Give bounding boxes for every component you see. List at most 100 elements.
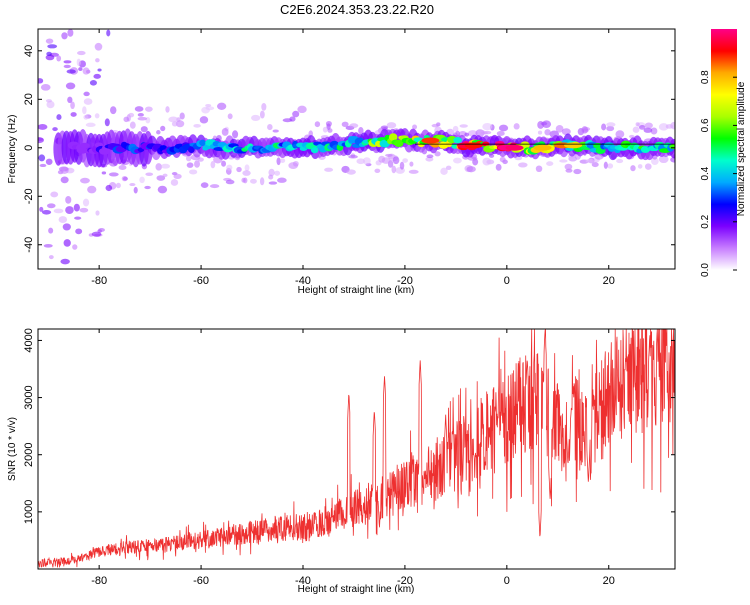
spectrogram-noise-cell — [91, 231, 102, 237]
spectrogram-noise-cell — [268, 174, 274, 180]
spectrogram-noise-cell — [157, 185, 168, 194]
spectrogram-noise-cell — [644, 122, 653, 129]
y-tick-label: -20 — [23, 188, 35, 204]
spectrogram-noise-cell — [643, 127, 653, 133]
spectrogram-noise-cell — [160, 125, 166, 132]
spectrogram-noise-cell — [63, 60, 72, 64]
spectrogram-noise-cell — [43, 243, 53, 248]
spectrogram-noise-cell — [637, 164, 643, 169]
spectrogram-noise-cell — [108, 172, 119, 177]
spectrogram-noise-cell — [106, 29, 111, 37]
spectrogram-noise-cell — [585, 158, 595, 164]
spectrogram-noise-cell — [165, 106, 170, 113]
spectrogram-noise-cell — [45, 54, 55, 61]
spectrogram-noise-cell — [537, 121, 544, 129]
snr-frame — [37, 328, 676, 570]
spectrogram-noise-cell — [194, 160, 201, 168]
spectrogram-noise-cell — [221, 160, 227, 167]
spectrogram-noise-cell — [644, 163, 652, 170]
spectrogram-noise-cell — [241, 177, 246, 183]
spectrogram-noise-cell — [374, 168, 381, 173]
spectrogram-noise-cell — [573, 168, 582, 175]
spectrogram-noise-cell — [77, 50, 86, 56]
y-tick-label: 2000 — [23, 442, 35, 466]
spectrogram-noise-cell — [85, 122, 96, 128]
spectrogram-noise-cell — [362, 157, 371, 165]
spectrogram-noise-cell — [630, 165, 636, 172]
spectrogram-noise-cell — [63, 239, 71, 247]
spectrogram-noise-cell — [348, 154, 358, 159]
spectrogram-noise-cell — [56, 114, 62, 121]
spectrogram-noise-cell — [89, 79, 97, 86]
spectrogram-noise-cell — [581, 126, 589, 134]
spectrogram-marks — [38, 29, 675, 265]
spectrogram-noise-cell — [139, 176, 145, 184]
spectrogram-noise-cell — [45, 38, 54, 44]
spectrogram-noise-cell — [78, 67, 83, 72]
spectrogram-noise-cell — [591, 162, 599, 168]
spectrogram-noise-cell — [110, 106, 117, 115]
spectrogram-noise-cell — [314, 121, 321, 128]
spectrogram-noise-cell — [82, 106, 87, 115]
spectrogram-noise-cell — [60, 176, 69, 184]
spectrogram-noise-cell — [280, 158, 286, 163]
spectrogram-panel: -80 -60 -40 -20 0 20 -40 -20 0 20 40 Height of str… — [7, 28, 676, 296]
spectrogram-noise-cell — [48, 227, 54, 234]
x-tick-label: 0 — [504, 575, 510, 587]
spectrogram-band-cell — [388, 133, 398, 141]
spectrogram-noise-cell — [56, 55, 62, 62]
spectrogram-noise-cell — [46, 203, 56, 209]
spectrogram-noise-cell — [440, 167, 448, 175]
spectrogram-peak-cell — [564, 142, 583, 149]
y-tick-label: 3000 — [23, 385, 35, 409]
spectrogram-noise-cell — [39, 163, 47, 168]
spectrogram-noise-cell — [498, 124, 509, 132]
x-tick-label: -80 — [91, 275, 107, 287]
spectrogram-noise-cell — [52, 127, 58, 132]
spectrogram-noise-cell — [41, 209, 52, 215]
colorbar-gradient — [711, 29, 737, 270]
spectrogram-noise-cell — [259, 177, 265, 186]
spectrogram-noise-cell — [193, 123, 201, 128]
x-tick-label: -40 — [295, 275, 311, 287]
spectrogram-noise-cell — [175, 120, 185, 128]
spectrogram-noise-cell — [65, 206, 74, 215]
spectrogram-noise-cell — [209, 184, 220, 189]
spectrogram-noise-cell — [650, 127, 658, 135]
spectrogram-noise-cell — [97, 68, 102, 72]
spectrogram-noise-cell — [408, 169, 419, 174]
spectrogram-noise-cell — [482, 157, 492, 166]
spectrogram-peak-cell — [464, 142, 483, 149]
spectrogram-noise-cell — [72, 244, 78, 250]
spectrogram-noise-cell — [129, 121, 136, 129]
spectrogram-noise-cell — [399, 161, 405, 170]
spectrogram-noise-cell — [236, 166, 242, 173]
spectrogram-noise-cell — [244, 164, 250, 172]
y-tick-label: 1000 — [23, 500, 35, 524]
spectrogram-ylabel: Frequency (Hz) — [7, 115, 18, 184]
spectrogram-noise-cell — [564, 163, 573, 170]
spectrogram-noise-cell — [453, 157, 462, 164]
spectrogram-noise-cell — [38, 123, 48, 130]
spectrogram-noise-cell — [82, 67, 90, 75]
spectrogram-noise-cell — [499, 156, 506, 163]
spectrogram-band-cell — [199, 139, 207, 146]
spectrogram-noise-cell — [670, 156, 675, 163]
spectrogram-noise-cell — [137, 116, 148, 121]
spectrogram-noise-cell — [58, 216, 68, 224]
spectrogram-noise-cell — [67, 96, 73, 104]
spectrogram-noise-cell — [46, 51, 52, 57]
spectrogram-noise-cell — [133, 186, 138, 194]
spectrogram-noise-cell — [276, 157, 281, 166]
spectrogram-noise-cell — [40, 84, 51, 91]
y-tick-label: 40 — [23, 45, 35, 57]
spectrogram-noise-cell — [496, 130, 505, 136]
spectrogram-noise-cell — [156, 175, 166, 181]
spectrogram-noise-cell — [425, 156, 434, 162]
snr-axes: -80 -60 -40 -20 0 20 1000 2000 3000 4000 — [23, 328, 675, 587]
x-tick-label: -40 — [295, 575, 311, 587]
spectrogram-noise-cell — [292, 110, 300, 118]
spectrogram-noise-cell — [122, 176, 128, 181]
spectrogram-noise-cell — [658, 155, 669, 164]
spectrogram-noise-cell — [638, 125, 646, 130]
